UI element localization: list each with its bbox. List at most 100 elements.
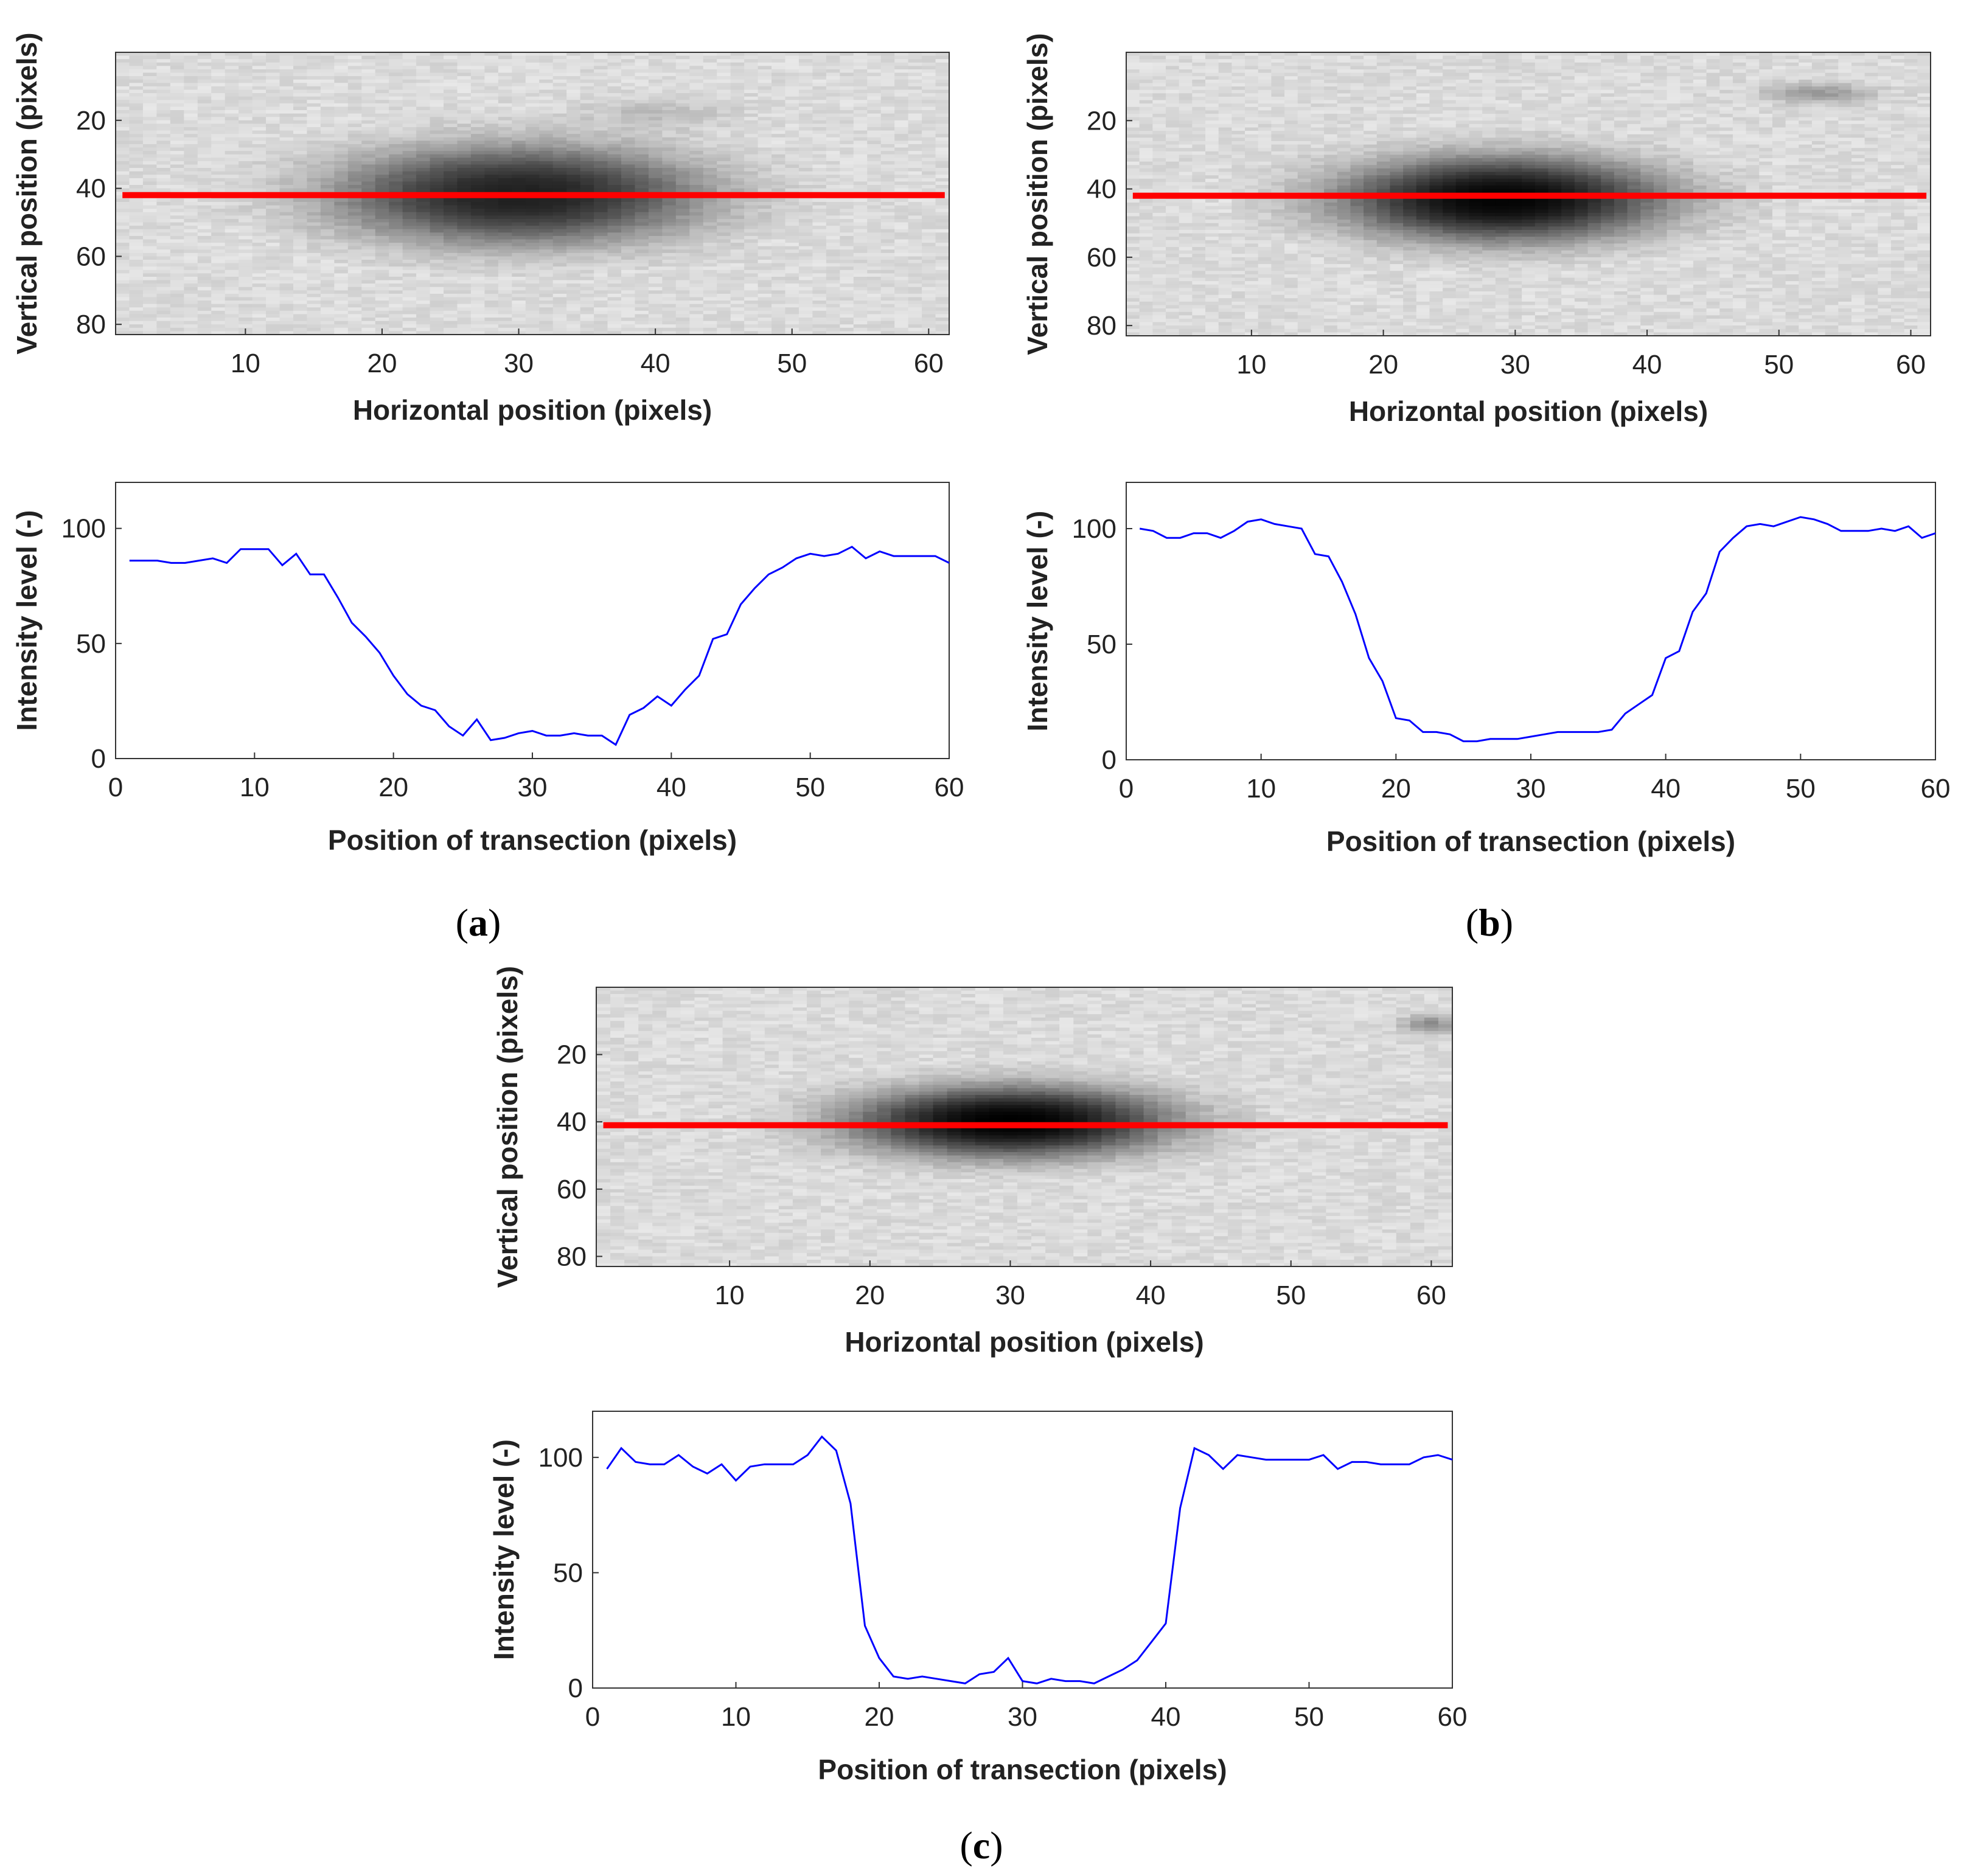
image-cell <box>785 252 799 257</box>
image-cell <box>840 117 854 121</box>
image-cell <box>826 93 840 97</box>
image-cell <box>444 93 458 97</box>
image-cell <box>116 266 130 271</box>
image-cell <box>334 280 349 284</box>
image-cell <box>621 76 636 80</box>
image-cell <box>812 266 827 271</box>
image-cell <box>798 297 813 301</box>
image-cell <box>621 185 636 189</box>
image-cell <box>116 89 130 94</box>
image-cell <box>266 222 280 226</box>
image-cell <box>361 229 376 233</box>
image-cell <box>498 243 512 247</box>
image-cell <box>812 304 827 308</box>
image-cell <box>758 141 772 145</box>
image-cell <box>635 252 649 257</box>
image-cell <box>307 164 321 168</box>
image-cell <box>621 256 636 260</box>
image-cell <box>197 318 212 322</box>
image-cell <box>239 235 253 240</box>
image-cell <box>539 62 554 66</box>
image-cell <box>416 59 431 63</box>
image-cell <box>416 252 431 257</box>
image-cell <box>566 137 581 141</box>
image-cell <box>170 127 184 131</box>
image-cell <box>320 229 335 233</box>
image-cell <box>170 205 184 209</box>
image-cell <box>498 269 512 274</box>
image-cell <box>758 86 772 91</box>
image-cell <box>908 137 922 141</box>
image-cell <box>347 324 362 328</box>
image-cell <box>772 293 786 298</box>
image-cell <box>812 175 827 179</box>
image-cell <box>307 198 321 203</box>
image-cell <box>361 86 376 91</box>
image-cell <box>470 110 485 114</box>
image-cell <box>444 178 458 182</box>
image-cell <box>197 297 212 301</box>
image-cell <box>867 93 882 97</box>
image-cell <box>470 52 485 57</box>
image-cell <box>922 103 936 108</box>
image-cell <box>717 249 731 254</box>
image-cell <box>894 171 909 175</box>
image-cell <box>922 147 936 151</box>
image-cell <box>457 120 472 124</box>
image-cell <box>156 198 171 203</box>
image-cell <box>457 130 472 134</box>
image-cell <box>689 168 704 172</box>
image-cell <box>662 235 677 240</box>
image-cell <box>375 324 389 328</box>
image-cell <box>840 229 854 233</box>
image-cell <box>320 201 335 206</box>
image-cell <box>470 235 485 240</box>
image-cell <box>266 66 280 70</box>
image-cell <box>935 243 950 247</box>
image-cell <box>798 287 813 291</box>
image-cell <box>320 141 335 145</box>
image-cell <box>894 147 909 151</box>
image-cell <box>785 215 799 220</box>
image-cell <box>470 290 485 294</box>
image-cell <box>156 280 171 284</box>
image-cell <box>116 120 130 124</box>
image-cell <box>539 307 554 311</box>
image-cell <box>512 290 526 294</box>
image-cell <box>539 314 554 318</box>
image-cell <box>361 276 376 281</box>
image-cell <box>648 301 663 305</box>
image-cell <box>607 154 622 158</box>
image-cell <box>594 276 608 281</box>
image-cell <box>552 318 567 322</box>
image-cell <box>908 55 922 60</box>
image-cell <box>430 178 444 182</box>
image-cell <box>840 144 854 148</box>
image-cell <box>812 290 827 294</box>
image-cell <box>334 222 349 226</box>
image-cell <box>416 235 431 240</box>
image-cell <box>703 178 717 182</box>
image-cell <box>566 310 581 315</box>
image-cell <box>293 188 308 192</box>
image-cell <box>361 249 376 254</box>
image-cell <box>484 266 499 271</box>
image-cell <box>894 310 909 315</box>
image-cell <box>225 266 239 271</box>
image-cell <box>798 171 813 175</box>
image-cell <box>621 110 636 114</box>
image-cell <box>772 103 786 108</box>
image-cell <box>580 181 594 186</box>
image-cell <box>320 181 335 186</box>
image-cell <box>239 158 253 162</box>
image-cell <box>539 304 554 308</box>
image-cell <box>430 181 444 186</box>
image-cell <box>853 181 868 186</box>
image-cell <box>922 120 936 124</box>
image-cell <box>880 62 895 66</box>
image-cell <box>402 185 417 189</box>
image-cell <box>607 127 622 131</box>
image-cell <box>484 318 499 322</box>
image-cell <box>225 215 239 220</box>
image-cell <box>894 260 909 264</box>
